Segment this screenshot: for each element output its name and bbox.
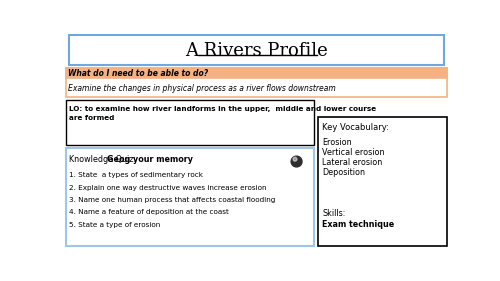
- FancyBboxPatch shape: [66, 68, 447, 97]
- Text: Key Vocabulary:: Key Vocabulary:: [322, 123, 389, 132]
- Text: Exam technique: Exam technique: [322, 220, 394, 229]
- Text: 2. Explain one way destructive waves increase erosion: 2. Explain one way destructive waves inc…: [68, 185, 266, 191]
- Text: Skills:: Skills:: [322, 209, 345, 218]
- Circle shape: [293, 157, 297, 161]
- Text: 1. State  a types of sedimentary rock: 1. State a types of sedimentary rock: [68, 172, 202, 178]
- Text: Lateral erosion: Lateral erosion: [322, 158, 382, 167]
- Text: Vertical erosion: Vertical erosion: [322, 148, 384, 157]
- FancyBboxPatch shape: [68, 35, 444, 65]
- Text: 4. Name a feature of deposition at the coast: 4. Name a feature of deposition at the c…: [68, 209, 228, 215]
- FancyBboxPatch shape: [66, 100, 314, 145]
- Text: Erosion: Erosion: [322, 139, 352, 148]
- FancyBboxPatch shape: [318, 117, 447, 246]
- Circle shape: [291, 156, 302, 167]
- Text: 3. Name one human process that affects coastal flooding: 3. Name one human process that affects c…: [68, 197, 275, 203]
- FancyBboxPatch shape: [66, 148, 314, 246]
- Text: Geog your memory: Geog your memory: [106, 155, 192, 164]
- Text: What do I need to be able to do?: What do I need to be able to do?: [68, 69, 208, 78]
- FancyBboxPatch shape: [66, 68, 447, 78]
- Text: LO: to examine how river landforms in the upper,  middle and lower course
are fo: LO: to examine how river landforms in th…: [68, 106, 376, 121]
- Text: 5. State a type of erosion: 5. State a type of erosion: [68, 222, 160, 228]
- Text: Knowledge Quiz:: Knowledge Quiz:: [68, 155, 138, 164]
- Text: A Rivers Profile: A Rivers Profile: [185, 42, 328, 60]
- Text: Examine the changes in physical process as a river flows downstream: Examine the changes in physical process …: [68, 84, 336, 93]
- Text: Deposition: Deposition: [322, 169, 365, 178]
